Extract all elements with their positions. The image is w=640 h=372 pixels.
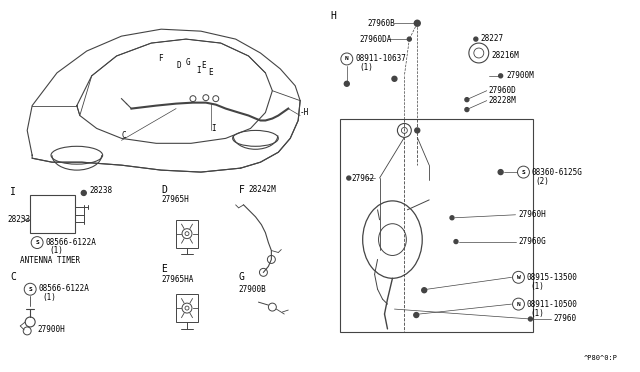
Text: E: E — [161, 264, 167, 275]
Text: 08566-6122A: 08566-6122A — [45, 238, 96, 247]
Text: 27965HA: 27965HA — [161, 275, 193, 284]
Text: S: S — [28, 287, 32, 292]
Text: W: W — [516, 275, 520, 280]
Text: E: E — [208, 68, 212, 77]
Bar — [176, 294, 198, 322]
Text: 27960: 27960 — [553, 314, 577, 324]
Text: 28242M: 28242M — [248, 186, 276, 195]
Circle shape — [407, 37, 412, 41]
Circle shape — [422, 288, 427, 293]
Circle shape — [344, 81, 349, 86]
Text: I: I — [196, 66, 200, 76]
Bar — [176, 220, 198, 247]
Text: (1): (1) — [531, 308, 544, 318]
Text: 27960H: 27960H — [518, 210, 547, 219]
Circle shape — [415, 128, 420, 133]
Text: (1): (1) — [49, 246, 63, 255]
Text: F: F — [239, 185, 244, 195]
Text: I: I — [211, 124, 216, 133]
Text: 27900H: 27900H — [37, 326, 65, 334]
Text: 08911-10637: 08911-10637 — [356, 54, 406, 64]
Circle shape — [347, 176, 351, 180]
Text: C: C — [122, 131, 126, 140]
Circle shape — [454, 240, 458, 244]
Text: F: F — [158, 54, 163, 64]
Text: G: G — [186, 58, 191, 67]
Text: 27962: 27962 — [352, 174, 375, 183]
Text: S: S — [522, 170, 525, 174]
Text: I: I — [10, 187, 16, 197]
Bar — [340, 119, 533, 332]
Text: 28228M: 28228M — [489, 96, 516, 105]
Text: ANTENNA TIMER: ANTENNA TIMER — [20, 256, 81, 265]
Circle shape — [450, 216, 454, 220]
Text: -H: -H — [300, 108, 309, 117]
Text: N: N — [516, 302, 520, 307]
Text: G: G — [239, 272, 244, 282]
Circle shape — [465, 98, 469, 102]
Circle shape — [81, 190, 86, 195]
Text: N: N — [345, 57, 349, 61]
Text: (1): (1) — [531, 282, 544, 291]
Text: 27960G: 27960G — [518, 237, 547, 246]
Text: 27965H: 27965H — [161, 195, 189, 204]
Text: (2): (2) — [536, 177, 549, 186]
Text: 27960D: 27960D — [489, 86, 516, 95]
Text: 28216M: 28216M — [492, 51, 520, 61]
Text: H: H — [330, 11, 336, 21]
Text: 28238: 28238 — [90, 186, 113, 195]
Text: 27900M: 27900M — [507, 71, 534, 80]
Text: 08911-10500: 08911-10500 — [527, 299, 577, 309]
Circle shape — [465, 108, 469, 112]
Circle shape — [474, 37, 478, 41]
Circle shape — [529, 317, 532, 321]
Text: S: S — [35, 240, 39, 245]
Text: (1): (1) — [360, 63, 374, 73]
Text: 28227: 28227 — [481, 33, 504, 43]
Text: 27960B: 27960B — [367, 19, 396, 28]
Text: 28233: 28233 — [7, 215, 31, 224]
Text: 08566-6122A: 08566-6122A — [38, 284, 89, 293]
Text: 08915-13500: 08915-13500 — [527, 273, 577, 282]
Text: D: D — [161, 185, 167, 195]
Circle shape — [414, 312, 419, 318]
Text: ^P80^0:P: ^P80^0:P — [584, 355, 618, 361]
Text: D: D — [176, 61, 180, 70]
Bar — [30, 195, 75, 232]
Circle shape — [499, 74, 502, 78]
Text: 08360-6125G: 08360-6125G — [531, 168, 582, 177]
Text: 27960DA: 27960DA — [360, 35, 392, 44]
Text: E: E — [201, 61, 205, 70]
Text: 27900B: 27900B — [239, 285, 266, 294]
Text: C: C — [10, 272, 16, 282]
Circle shape — [392, 76, 397, 81]
Circle shape — [498, 170, 503, 174]
Text: (1): (1) — [42, 293, 56, 302]
Circle shape — [414, 20, 420, 26]
